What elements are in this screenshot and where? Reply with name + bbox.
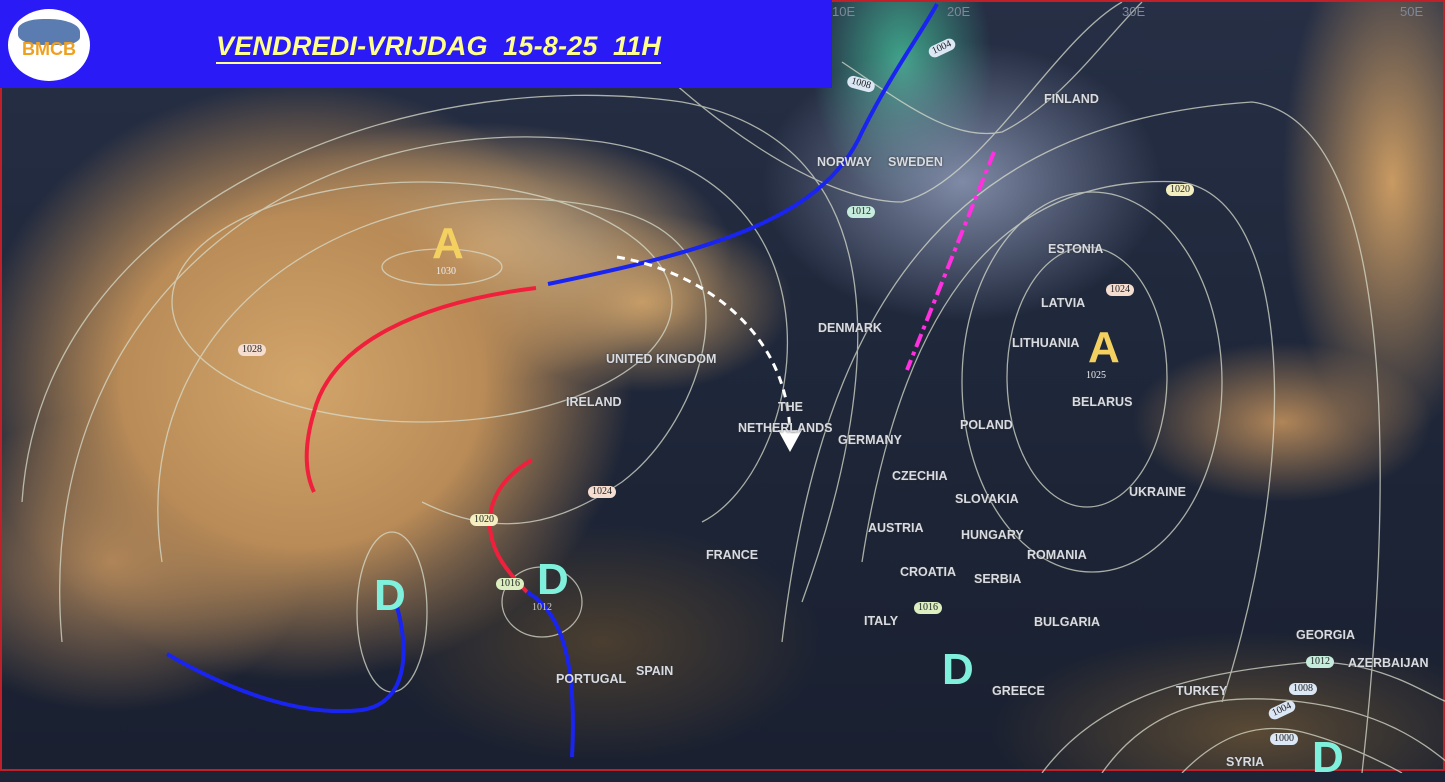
country-label: SPAIN xyxy=(636,664,674,678)
country-label: GREECE xyxy=(992,684,1045,698)
isobar-1028 xyxy=(171,181,673,423)
country-label: THE xyxy=(778,400,803,414)
isobar xyxy=(1101,698,1445,773)
isobar-label: 1020 xyxy=(1166,184,1194,196)
logo-text: BMCB xyxy=(22,39,76,59)
isobar xyxy=(501,566,583,638)
country-label: FINLAND xyxy=(1044,92,1099,106)
isobar-label: 1020 xyxy=(470,514,498,526)
page-title: VENDREDI-VRIJDAG 15-8-25 11H xyxy=(216,30,662,64)
country-label: UKRAINE xyxy=(1129,485,1186,499)
isobar xyxy=(1041,661,1445,773)
isobar-label: 1025 xyxy=(1086,370,1106,381)
grid-label: 30E xyxy=(1122,4,1146,19)
country-label: FRANCE xyxy=(706,548,759,562)
belgium-map-icon xyxy=(18,19,80,45)
title-banner: BMCB VENDREDI-VRIJDAG 15-8-25 11H xyxy=(0,0,832,88)
grid-label: 50E xyxy=(1400,4,1424,19)
country-label: POLAND xyxy=(960,418,1013,432)
cold-front-atlantic xyxy=(165,606,406,714)
bmcb-logo: BMCB xyxy=(8,9,90,81)
isobar xyxy=(781,101,1381,773)
isobar xyxy=(601,2,1123,203)
isobar-label: 1012 xyxy=(847,206,875,218)
isobar-label: 1012 xyxy=(532,602,552,613)
country-label: PORTUGAL xyxy=(556,672,627,686)
country-label: LITHUANIA xyxy=(1012,336,1080,350)
isobar-label: 1012 xyxy=(1306,656,1334,668)
isobar-1025 xyxy=(1006,246,1168,508)
isobar xyxy=(861,180,1276,703)
country-label: TURKEY xyxy=(1176,684,1228,698)
country-label: AZERBAIJAN xyxy=(1348,656,1429,670)
isobar xyxy=(961,191,1223,573)
country-label: NETHERLANDS xyxy=(738,421,833,435)
grid-label: 10E xyxy=(832,4,856,19)
country-label: DENMARK xyxy=(818,321,882,335)
isobar xyxy=(59,136,789,643)
grid-label: 20E xyxy=(947,4,971,19)
high-pressure-belarus: A xyxy=(1088,323,1120,372)
country-label: ROMANIA xyxy=(1027,548,1087,562)
country-label: IRELAND xyxy=(566,395,622,409)
country-label: CROATIA xyxy=(900,565,957,579)
isobar-label: 1016 xyxy=(496,578,524,590)
country-label: ITALY xyxy=(864,614,899,628)
country-label: NORWAY xyxy=(817,155,872,169)
country-label: BELARUS xyxy=(1072,395,1133,409)
isobar-label: 1016 xyxy=(914,602,942,614)
isobar-label: 1024 xyxy=(1106,284,1134,296)
isobar xyxy=(841,2,1143,135)
country-label: GEORGIA xyxy=(1296,628,1356,642)
country-label: LATVIA xyxy=(1041,296,1086,310)
country-label: ESTONIA xyxy=(1048,242,1104,256)
country-label: SYRIA xyxy=(1226,755,1265,769)
warm-front-biscay xyxy=(487,458,533,594)
movement-arrow xyxy=(616,255,792,443)
high-pressure-atlantic: A xyxy=(432,219,464,268)
isobar-1030 xyxy=(381,248,503,286)
isobar-label: 1024 xyxy=(588,486,616,498)
country-label: GERMANY xyxy=(838,433,902,447)
low-pressure-biscay: D xyxy=(537,555,569,604)
isobar-label: 1008 xyxy=(1289,683,1317,695)
low-pressure-atlantic: D xyxy=(374,571,406,620)
isobar xyxy=(21,94,859,603)
cold-front-north xyxy=(547,3,939,286)
isobar-label: 1000 xyxy=(1270,733,1298,745)
country-label: SLOVAKIA xyxy=(955,492,1019,506)
cold-front-iberia xyxy=(526,590,575,758)
isobar xyxy=(157,198,707,563)
country-label: CZECHIA xyxy=(892,469,948,483)
isobar-label: 1030 xyxy=(436,266,456,277)
country-label: BULGARIA xyxy=(1034,615,1100,629)
country-label: SWEDEN xyxy=(888,155,943,169)
low-pressure-greece: D xyxy=(942,645,974,694)
country-label: SERBIA xyxy=(974,572,1022,586)
warm-front-atlantic xyxy=(304,286,537,493)
country-label: AUSTRIA xyxy=(868,521,924,535)
trough-line xyxy=(905,151,996,371)
isobar xyxy=(1181,727,1403,773)
country-label: UNITED KINGDOM xyxy=(606,352,717,366)
isobar-label: 1028 xyxy=(238,344,266,356)
arrow-head-icon xyxy=(778,430,802,452)
isobars xyxy=(21,2,1445,773)
country-label: HUNGARY xyxy=(961,528,1024,542)
